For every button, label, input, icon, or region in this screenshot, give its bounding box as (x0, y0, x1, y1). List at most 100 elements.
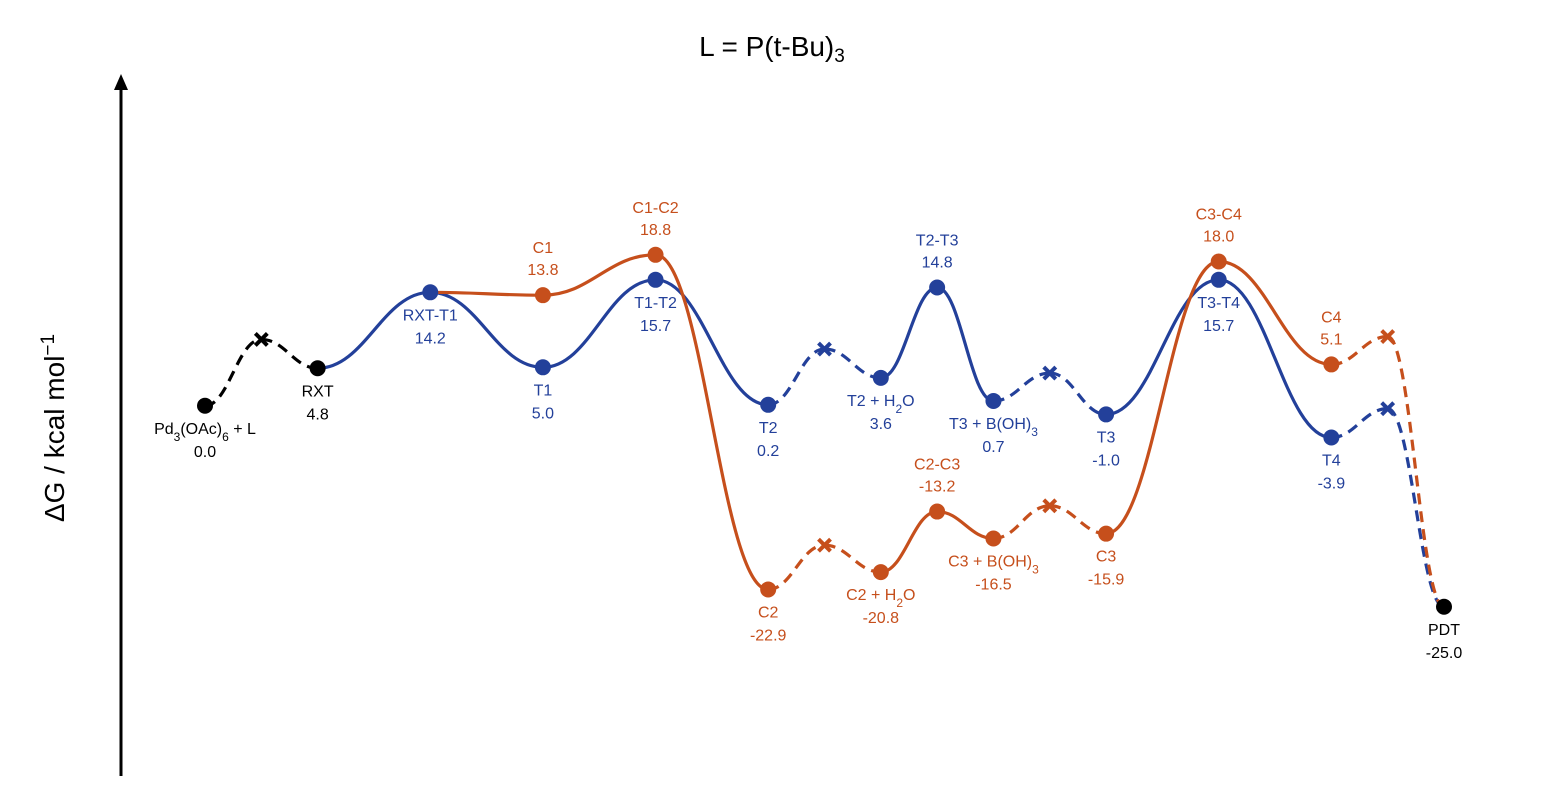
point-c1 (534, 287, 551, 304)
cross-marker-t2_x (817, 341, 832, 357)
curve-t2_x-to-t2_h2o (824, 347, 881, 380)
label-name-t3_t4: T3-T4 (1197, 295, 1240, 312)
chart-title-subscript: 3 (834, 46, 845, 67)
label-value-t2_t3: 14.8 (922, 254, 953, 271)
point-c1_c2 (647, 246, 664, 263)
cross-marker-c2_x (817, 537, 832, 553)
label-value-t4: -3.9 (1318, 476, 1346, 493)
curve-t1_t2-to-t2 (655, 278, 769, 407)
y-axis (114, 74, 128, 776)
label-name-c1: C1 (533, 240, 554, 257)
label-value-t2: 0.2 (757, 443, 779, 460)
label-value-c3_boh: -16.5 (975, 576, 1012, 593)
point-c3_boh (985, 530, 1002, 547)
label-value-c2: -22.9 (750, 627, 787, 644)
label-name-rxt_t1: RXT-T1 (403, 307, 458, 324)
cross-marker-start_x (253, 331, 269, 347)
chart-title: L = P(t-Bu)3 (699, 31, 845, 67)
y-axis-arrowhead (114, 74, 128, 90)
label-value-t1_t2: 15.7 (640, 318, 671, 335)
point-c2_c3 (929, 503, 946, 520)
label-value-pdt: -25.0 (1426, 645, 1463, 662)
label-layer: Pd3(OAc)6 + L0.0 RXT 4.8 RXT-T1 14.2 T1 5.0 T1-… (154, 200, 1462, 662)
point-start (197, 397, 213, 414)
curve-layer (204, 253, 1445, 609)
curve-c2_x-to-c2_h2o (824, 543, 881, 574)
label-name-c3_c4: C3-C4 (1196, 207, 1242, 224)
marker-layer (197, 246, 1452, 615)
curve-c1-to-c1_c2 (542, 253, 656, 297)
point-t1_t2 (647, 271, 664, 288)
point-c2 (760, 581, 777, 598)
point-rxt (309, 360, 326, 377)
label-name-c2: C2 (758, 604, 779, 621)
y-axis-label-superscript: −1 (38, 334, 59, 356)
curve-c3-to-c3_c4 (1105, 259, 1220, 536)
curve-t4-to-t4_x (1331, 407, 1388, 440)
point-t2_t3 (929, 279, 946, 296)
label-name-c1_c2: C1-C2 (632, 200, 678, 217)
label-name-c2_c3: C2-C3 (914, 457, 960, 474)
label-name-t1_t2: T1-T2 (634, 295, 677, 312)
cross-marker-c4_x (1380, 329, 1396, 344)
point-t3 (1098, 406, 1115, 423)
label-value-t3: -1.0 (1092, 452, 1120, 469)
label-name-t3: T3 (1097, 429, 1116, 446)
point-rxt_t1 (422, 284, 439, 301)
label-value-c2_h2o: -20.8 (863, 610, 900, 627)
label-value-rxt_t1: 14.2 (415, 330, 446, 347)
label-value-c4: 5.1 (1320, 331, 1342, 348)
label-name-t2: T2 (759, 420, 778, 437)
chart-title-main: L = P(t-Bu) (699, 31, 834, 62)
curve-rxt-to-rxt_t1 (317, 290, 431, 370)
curve-c3_c4-to-c4 (1218, 259, 1332, 367)
point-t1 (534, 359, 551, 376)
label-value-t1: 5.0 (532, 405, 554, 422)
curve-c3_boh-to-c3_x (993, 504, 1050, 541)
label-name-c3: C3 (1096, 549, 1117, 566)
curve-c3_x-to-c3 (1049, 504, 1107, 536)
label-name-rxt: RXT (302, 383, 334, 400)
label-name-c3_boh: C3 + B(OH)3 (948, 553, 1039, 576)
curve-start_x-to-rxt (261, 337, 318, 370)
label-name-c2_h2o: C2 + H2O (846, 587, 915, 610)
label-name-t4: T4 (1322, 453, 1341, 470)
curve-t4_x-to-pdt (1387, 407, 1445, 609)
label-name-t3_boh: T3 + B(OH)3 (949, 416, 1038, 439)
y-axis-label: ΔG / kcal mol−1 (38, 334, 71, 522)
point-c2_h2o (872, 564, 889, 581)
label-name-start: Pd3(OAc)6 + L (154, 421, 256, 444)
label-value-rxt: 4.8 (307, 406, 329, 423)
point-t2_h2o (872, 369, 889, 386)
point-c3_c4 (1210, 253, 1227, 270)
curve-rxt_t1-to-c1 (430, 290, 543, 297)
curve-t3_boh-to-t3_x (993, 371, 1050, 403)
curve-t1-to-t1_t2 (542, 278, 656, 369)
curve-t3_x-to-t3 (1049, 371, 1107, 417)
label-value-c3_c4: 18.0 (1203, 229, 1234, 246)
label-value-c1_c2: 18.8 (640, 222, 671, 239)
curve-t3_t4-to-t4 (1218, 278, 1332, 440)
curve-start-to-start_x (204, 337, 262, 408)
label-name-t1: T1 (534, 382, 553, 399)
curve-t2_t3-to-t3_boh (936, 285, 994, 403)
label-name-t2_h2o: T2 + H2O (847, 393, 915, 416)
label-name-c4: C4 (1321, 309, 1342, 326)
cross-marker-c3_x (1042, 498, 1058, 514)
point-t2 (760, 396, 777, 413)
label-value-start: 0.0 (194, 444, 216, 461)
label-value-t3_boh: 0.7 (982, 439, 1004, 456)
label-name-pdt: PDT (1428, 622, 1460, 639)
point-t3_boh (985, 392, 1002, 409)
point-c3 (1098, 525, 1115, 542)
point-t4 (1323, 429, 1340, 446)
point-pdt (1436, 598, 1452, 615)
curve-t2-to-t2_x (767, 347, 825, 407)
curve-c4_x-to-pdt (1386, 334, 1445, 609)
curve-c1_c2-to-c2 (655, 253, 769, 592)
label-value-c3: -15.9 (1088, 572, 1125, 589)
curve-c2-to-c2_x (767, 543, 825, 592)
label-value-c1: 13.8 (527, 262, 558, 279)
point-t3_t4 (1210, 271, 1227, 288)
